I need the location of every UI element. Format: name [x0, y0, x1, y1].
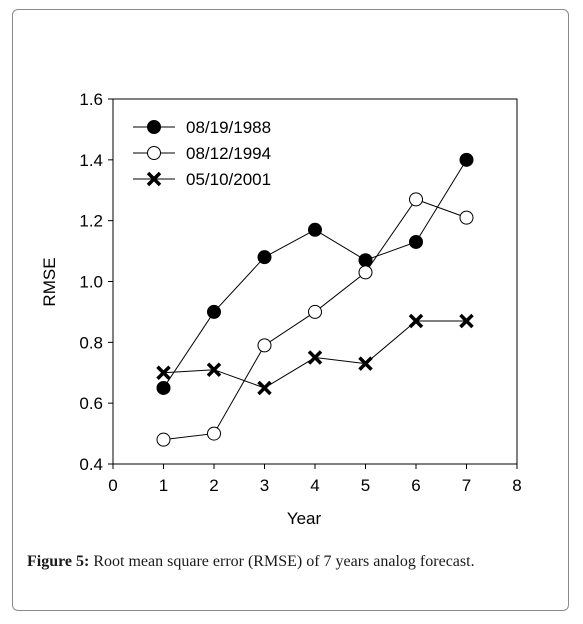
x-marker	[156, 365, 171, 380]
filled-circle-marker	[459, 152, 474, 167]
legend-entry: 08/19/1988	[133, 118, 271, 137]
x-marker	[206, 362, 222, 377]
series-line	[163, 159, 467, 389]
y-tick-label: 1.0	[79, 273, 103, 292]
caption-label: Figure 5:	[27, 553, 90, 570]
filled-circle-marker	[147, 120, 161, 134]
x-tick-label: 7	[462, 476, 471, 495]
x-marker	[459, 313, 474, 329]
series-line	[163, 320, 467, 389]
open-circle-marker	[358, 265, 373, 280]
filled-circle-marker	[207, 304, 221, 319]
x-axis-label: Year	[287, 509, 322, 528]
y-tick-label: 0.6	[79, 394, 103, 413]
y-tick-label: 1.6	[79, 90, 103, 109]
chart-legend: 08/19/1988 08/12/1994 05/10/2001	[133, 118, 271, 189]
filled-circle-marker	[409, 234, 423, 249]
x-marker	[307, 350, 323, 365]
filled-circle-marker	[358, 253, 373, 268]
x-marker	[257, 380, 272, 396]
legend-label: 08/19/1988	[186, 118, 271, 137]
y-tick-label: 1.4	[79, 151, 103, 170]
open-circle-marker	[409, 192, 423, 207]
legend-entry: 08/12/1994	[133, 144, 271, 163]
open-circle-marker	[207, 426, 221, 441]
x-marker	[146, 171, 162, 187]
open-circle-marker	[147, 146, 161, 160]
open-circle-marker	[257, 338, 272, 353]
x-tick-label: 1	[159, 476, 168, 495]
filled-circle-marker	[156, 380, 171, 395]
figure-caption: Figure 5: Root mean square error (RMSE) …	[27, 553, 567, 571]
chart-ticks: 0 1 2 3 4 5 6 7 8 0.4 0.6 0.8 1.0 1.2 1.4 1.6	[79, 90, 521, 495]
y-tick-label: 0.4	[79, 455, 103, 474]
plot-area-border	[112, 98, 518, 465]
series-3	[156, 313, 474, 396]
x-tick-label: 2	[209, 476, 218, 495]
open-circle-marker	[156, 432, 171, 447]
filled-circle-marker	[308, 222, 322, 237]
chart-axes	[112, 98, 518, 465]
caption-text: Root mean square error (RMSE) of 7 years…	[89, 553, 475, 570]
y-axis-label: RMSE	[40, 257, 59, 306]
open-circle-marker	[459, 210, 474, 225]
y-tick-label: 1.2	[79, 212, 103, 231]
legend-label: 08/12/1994	[186, 144, 271, 163]
x-marker	[358, 356, 373, 371]
x-tick-label: 3	[260, 476, 269, 495]
x-tick-label: 4	[310, 476, 319, 495]
x-tick-label: 5	[361, 476, 370, 495]
x-tick-label: 6	[411, 476, 420, 495]
open-circle-marker	[308, 304, 322, 319]
filled-circle-marker	[257, 250, 272, 265]
series-1	[156, 152, 474, 395]
series-2	[156, 192, 474, 447]
x-tick-label: 0	[108, 476, 117, 495]
figure-frame	[12, 9, 569, 611]
x-tick-label: 8	[512, 476, 521, 495]
y-tick-label: 0.8	[79, 333, 103, 352]
x-marker	[408, 313, 424, 329]
chart-series	[156, 152, 474, 447]
rmse-line-chart: 0 1 2 3 4 5 6 7 8 0.4 0.6 0.8 1.0 1.2 1.4 1.6 08/19/198…	[40, 90, 522, 528]
legend-entry: 05/10/2001	[133, 170, 271, 189]
legend-label: 05/10/2001	[186, 170, 271, 189]
